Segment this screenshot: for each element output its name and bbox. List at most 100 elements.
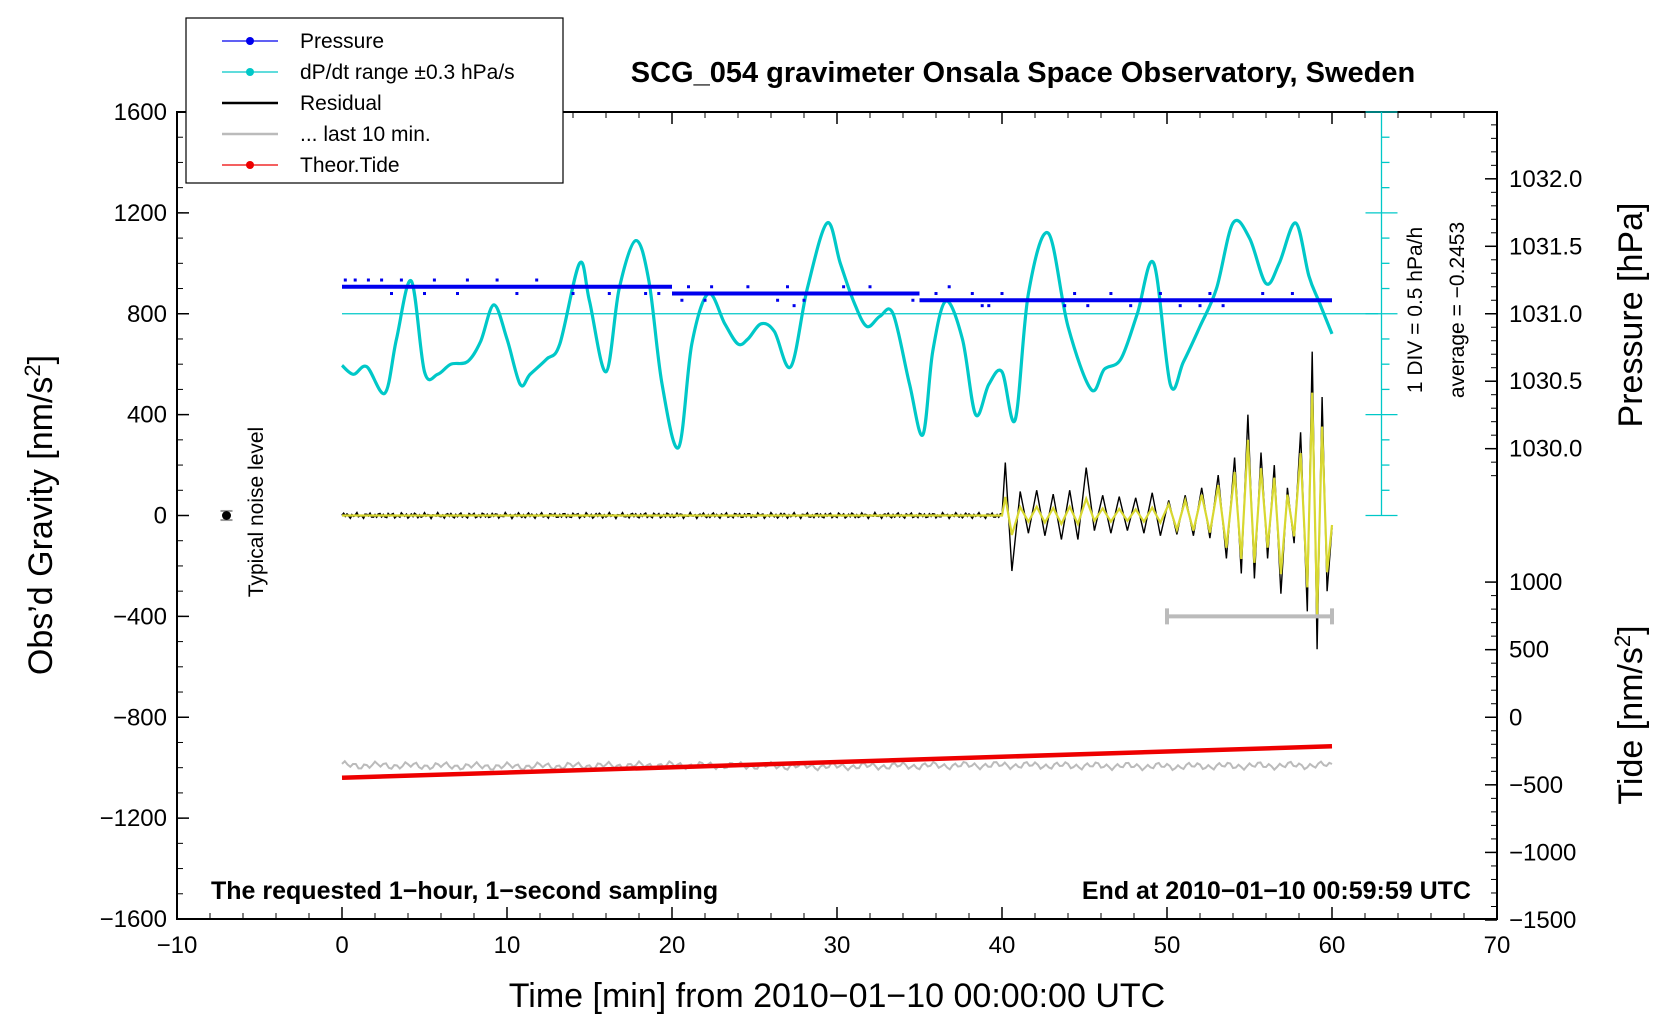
x-tick-label: 50 <box>1154 932 1181 959</box>
x-tick-label: 40 <box>989 932 1016 959</box>
y-left-axis-ticks: 1600 1200 800 400 0 −400 −800 −1200 −1600 <box>100 99 189 933</box>
tide-label-end: ] <box>1612 625 1650 634</box>
noise-level-marker <box>220 509 233 522</box>
x-axis-label: Time [min] from 2010−01−10 00:00:00 UTC <box>509 977 1165 1015</box>
pressure-tick-label: 1030.5 <box>1509 368 1582 395</box>
tide-tick-label: 0 <box>1509 704 1522 731</box>
tide-label-main: Tide [nm/s <box>1612 647 1650 804</box>
x-tick-label: 20 <box>659 932 686 959</box>
pressure-point <box>786 285 789 289</box>
x-tick-label: 70 <box>1484 932 1511 959</box>
pressure-point <box>802 298 806 302</box>
footer-right: End at 2010−01−10 00:59:59 UTC <box>1082 877 1471 905</box>
y-left-axis-label: Obs’d Gravity [nm/s2] <box>20 355 60 675</box>
pressure-point <box>1290 292 1294 296</box>
pressure-point <box>842 285 846 289</box>
x-axis-ticks: −10 0 10 20 30 40 50 60 70 <box>157 112 1511 959</box>
chart-title: SCG_054 gravimeter Onsala Space Observat… <box>631 57 1415 89</box>
pressure-point <box>1073 292 1077 296</box>
scale-note: 1 DIV = 0.5 hPa/h <box>1404 227 1427 393</box>
pressure-point <box>776 298 780 302</box>
legend-label: Residual <box>300 92 382 115</box>
pressure-point <box>934 292 938 296</box>
pressure-point <box>657 292 661 296</box>
pressure-series <box>342 278 1332 308</box>
pressure-point <box>607 292 611 296</box>
pressure-point <box>710 285 714 289</box>
y-tick-label: 1200 <box>114 200 167 227</box>
tide-tick-label: −1500 <box>1509 907 1576 934</box>
pressure-point <box>1086 304 1090 308</box>
pressure-point <box>1261 292 1265 296</box>
y-tick-label: 0 <box>154 503 167 530</box>
pressure-point <box>687 285 690 289</box>
legend-label: Theor.Tide <box>300 154 400 177</box>
x-tick-label: 0 <box>335 932 348 959</box>
pressure-point <box>1221 304 1225 308</box>
tide-axis-label: Tide [nm/s2] <box>1610 625 1650 804</box>
pressure-point <box>535 278 539 282</box>
pressure-point <box>644 292 648 296</box>
tide-series <box>341 744 1333 781</box>
legend-swatch-dot <box>246 161 254 169</box>
pressure-point <box>423 292 426 296</box>
pressure-point <box>911 298 915 302</box>
legend: Pressure dP/dt range ±0.3 hPa/s Residual..… <box>185 17 564 184</box>
pressure-tick-label: 1032.0 <box>1509 166 1582 193</box>
legend-label: ... last 10 min. <box>300 123 431 146</box>
tide-label-sup: 2 <box>1610 635 1635 647</box>
y-tick-label: −1600 <box>100 906 167 933</box>
pressure-point <box>1109 292 1113 296</box>
legend-label: Pressure <box>300 30 384 53</box>
pressure-axis-label: Pressure [hPa] <box>1612 203 1650 428</box>
pressure-point <box>1000 292 1004 296</box>
x-tick-label: −10 <box>157 932 198 959</box>
pressure-point <box>746 285 750 289</box>
tide-tick-label: −1000 <box>1509 839 1576 866</box>
pressure-point <box>495 278 499 282</box>
tide-axis-ticks: 1000 500 0 −500 −1000 −1500 <box>1485 569 1576 934</box>
tide-tick-label: 500 <box>1509 637 1549 664</box>
pressure-point <box>390 292 393 296</box>
tide-tick-label: −500 <box>1509 772 1563 799</box>
pressure-point <box>792 304 796 308</box>
pressure-inner-scale <box>1365 111 1398 517</box>
legend-box <box>185 17 564 184</box>
legend-swatch-dot <box>246 37 254 45</box>
range-bar <box>1165 608 1334 625</box>
y-left-label-end: ] <box>22 355 60 364</box>
legend-swatch-dot <box>246 68 254 76</box>
pressure-point <box>571 292 575 296</box>
legend-label: dP/dt range ±0.3 hPa/s <box>300 61 515 84</box>
dpdt-line <box>340 218 1334 450</box>
pressure-point <box>465 278 469 282</box>
pressure-tick-label: 1031.5 <box>1509 233 1582 260</box>
pressure-point <box>353 278 357 282</box>
x-tick-label: 10 <box>494 932 521 959</box>
x-tick-label: 60 <box>1319 932 1346 959</box>
footer-left: The requested 1−hour, 1−second sampling <box>211 877 718 905</box>
pressure-point <box>1198 304 1202 308</box>
y-tick-label: 800 <box>127 301 167 328</box>
pressure-point <box>703 298 707 302</box>
y-left-label-main: Obs’d Gravity [nm/s <box>22 377 60 676</box>
pressure-point <box>1178 304 1182 308</box>
pressure-point <box>868 285 872 289</box>
x-tick-label: 30 <box>824 932 851 959</box>
pressure-point <box>399 278 403 282</box>
pressure-point <box>380 278 384 282</box>
pressure-point <box>947 285 951 289</box>
y-tick-label: 400 <box>127 402 167 429</box>
last10-series <box>341 759 1333 772</box>
pressure-point <box>456 292 459 296</box>
residual-smoothed <box>342 392 1334 616</box>
pressure-point <box>1208 292 1212 296</box>
average-note: average = −0.2453 <box>1446 222 1469 398</box>
pressure-point <box>432 278 436 282</box>
y-tick-label: −1200 <box>100 805 167 832</box>
pressure-point <box>1158 292 1162 296</box>
legend-items: Pressure dP/dt range ±0.3 hPa/s Residual..… <box>222 30 515 177</box>
tide-line <box>341 744 1333 781</box>
y-left-label-sup: 2 <box>20 364 45 376</box>
